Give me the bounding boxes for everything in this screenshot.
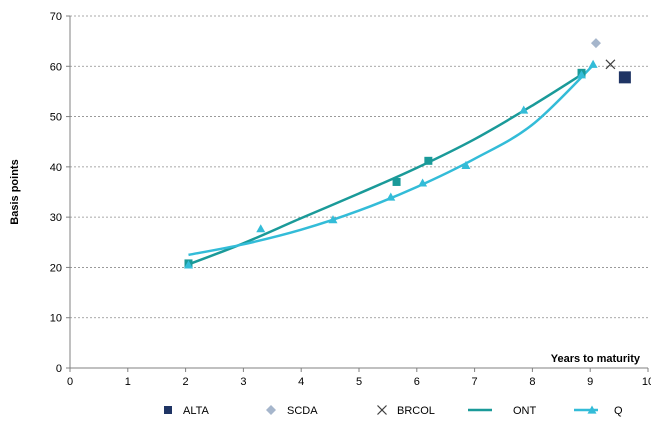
- x-tick-label: 1: [125, 376, 131, 388]
- data-point-q: [256, 224, 266, 233]
- y-tick-label: 70: [50, 11, 62, 23]
- y-tick-labels: 0 10 20 30 40 50 60 70: [50, 11, 62, 375]
- data-markers: [183, 38, 631, 269]
- data-point-scda: [590, 38, 601, 49]
- x-axis-title: Years to maturity: [551, 353, 641, 365]
- axes: [66, 15, 649, 372]
- legend-item-alta: ALTA: [164, 405, 210, 417]
- y-axis-title: Basis points: [9, 159, 21, 224]
- data-point-q: [461, 160, 471, 169]
- x-marker-stroke: [377, 405, 387, 415]
- x-tick-labels: 0 1 2 3 4 5 6 7 8 9 10: [67, 376, 651, 388]
- trend-line-q: [188, 64, 594, 257]
- y-tick-label: 0: [56, 363, 62, 375]
- data-point-q: [519, 105, 529, 114]
- legend-swatch-brcol: [377, 405, 387, 415]
- trend-line-ont: [188, 71, 586, 266]
- gridlines: [70, 15, 648, 319]
- x-marker-stroke: [605, 59, 616, 70]
- legend-item-ont: ONT: [468, 405, 537, 417]
- legend-item-q: Q: [574, 405, 623, 417]
- legend: ALTA SCDA BRCOL ONT Q: [164, 405, 623, 417]
- legend-swatch-alta: [164, 406, 172, 414]
- x-tick-label: 9: [587, 376, 593, 388]
- y-tick-label: 60: [50, 61, 62, 73]
- x-tick-label: 4: [298, 376, 304, 388]
- legend-label-ont: ONT: [513, 405, 537, 417]
- legend-label-scda: SCDA: [287, 405, 318, 417]
- data-point-q: [328, 215, 338, 224]
- legend-label-q: Q: [614, 405, 623, 417]
- x-tick-label: 3: [240, 376, 246, 388]
- y-tick-label: 40: [50, 162, 62, 174]
- data-point-q: [183, 260, 193, 269]
- x-tick-label: 2: [183, 376, 189, 388]
- x-tick-label: 0: [67, 376, 73, 388]
- legend-item-brcol: BRCOL: [377, 405, 435, 417]
- data-point-alta: [618, 71, 631, 84]
- x-tick-label: 6: [414, 376, 420, 388]
- y-tick-label: 30: [50, 212, 62, 224]
- x-tick-label: 10: [642, 376, 651, 388]
- y-tick-label: 10: [50, 313, 62, 325]
- y-tick-label: 50: [50, 112, 62, 124]
- data-point-brcol: [605, 59, 616, 70]
- x-tick-label: 8: [529, 376, 535, 388]
- x-tick-label: 5: [356, 376, 362, 388]
- data-point-q: [577, 70, 587, 79]
- legend-label-alta: ALTA: [183, 405, 210, 417]
- trend-lines: [188, 64, 594, 266]
- data-point-ont: [392, 177, 401, 186]
- legend-swatch-scda: [266, 405, 276, 415]
- data-point-ont: [424, 156, 433, 165]
- data-point-q: [588, 59, 598, 68]
- legend-label-brcol: BRCOL: [397, 405, 435, 417]
- x-tick-label: 7: [472, 376, 478, 388]
- legend-item-scda: SCDA: [266, 405, 318, 417]
- data-point-q: [386, 192, 396, 201]
- y-tick-label: 20: [50, 262, 62, 274]
- legend-marker-q: [587, 405, 597, 414]
- data-point-q: [418, 178, 428, 187]
